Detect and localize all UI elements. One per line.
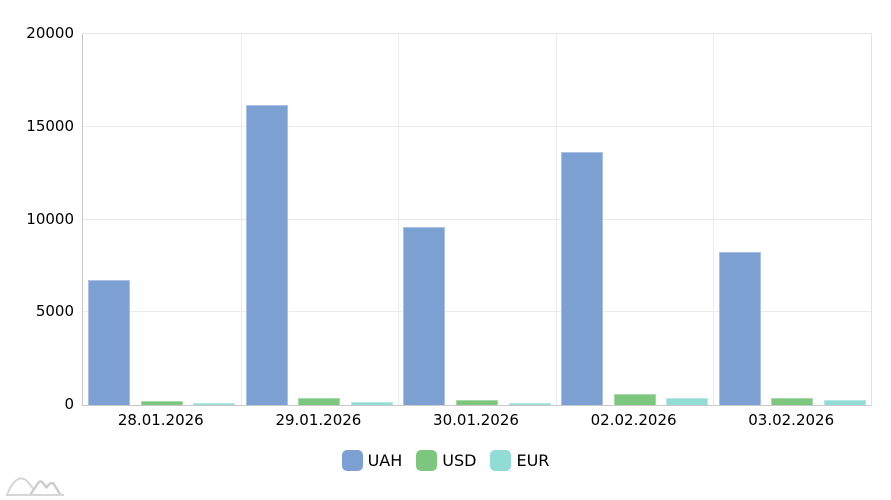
y-axis-label-0: 0 — [64, 395, 74, 413]
bar-usd-29-01-2026[interactable] — [298, 398, 341, 405]
bar-uah-03-02-2026[interactable] — [718, 252, 761, 405]
bar-uah-29-01-2026[interactable] — [245, 105, 288, 405]
watermark-zigzag-shape — [28, 480, 62, 497]
y-axis-label-20000: 20000 — [26, 24, 74, 42]
bar-eur-29-01-2026[interactable] — [350, 402, 393, 405]
bar-usd-30-01-2026[interactable] — [456, 400, 498, 405]
bar-uah-28-01-2026[interactable] — [88, 280, 131, 405]
category-separator — [555, 34, 557, 405]
category-separator — [713, 34, 715, 405]
bar-usd-03-02-2026[interactable] — [771, 398, 814, 405]
legend-label-usd: USD — [442, 451, 477, 470]
x-axis-label-29-01-2026: 29.01.2026 — [275, 411, 362, 429]
anychart-watermark-logo[interactable] — [4, 473, 66, 499]
bar-usd-28-01-2026[interactable] — [140, 401, 183, 405]
x-axis-label-28-01-2026: 28.01.2026 — [117, 411, 204, 429]
bar-eur-30-01-2026[interactable] — [508, 403, 551, 405]
plot-area — [82, 33, 872, 406]
gridline-5000 — [83, 311, 871, 313]
legend-swatch-uah — [341, 450, 363, 471]
bar-uah-30-01-2026[interactable] — [403, 227, 446, 405]
legend-label-eur: EUR — [516, 451, 550, 470]
x-axis-label-30-01-2026: 30.01.2026 — [433, 411, 519, 429]
legend-swatch-eur — [490, 450, 512, 471]
gridline-10000 — [83, 218, 871, 220]
gridline-15000 — [83, 125, 871, 127]
bar-usd-02-02-2026[interactable] — [613, 394, 656, 405]
bar-eur-02-02-2026[interactable] — [666, 398, 709, 405]
legend: UAH USD EUR — [0, 450, 891, 471]
bar-eur-03-02-2026[interactable] — [823, 400, 866, 405]
legend-item-eur[interactable]: EUR — [490, 450, 549, 471]
y-axis-label-15000: 15000 — [26, 116, 74, 135]
y-axis-label-5000: 5000 — [35, 302, 74, 321]
category-separator — [240, 34, 242, 405]
bar-eur-28-01-2026[interactable] — [193, 403, 236, 405]
legend-label-uah: UAH — [367, 451, 403, 470]
legend-item-usd[interactable]: USD — [416, 450, 476, 471]
y-axis-label-10000: 10000 — [26, 209, 74, 228]
x-axis-label-02-02-2026: 02.02.2026 — [590, 411, 677, 429]
category-separator — [398, 34, 400, 405]
legend-item-uah[interactable]: UAH — [341, 450, 403, 471]
bar-uah-02-02-2026[interactable] — [561, 152, 604, 405]
legend-swatch-usd — [416, 450, 438, 471]
x-axis-label-03-02-2026: 03.02.2026 — [748, 411, 835, 429]
